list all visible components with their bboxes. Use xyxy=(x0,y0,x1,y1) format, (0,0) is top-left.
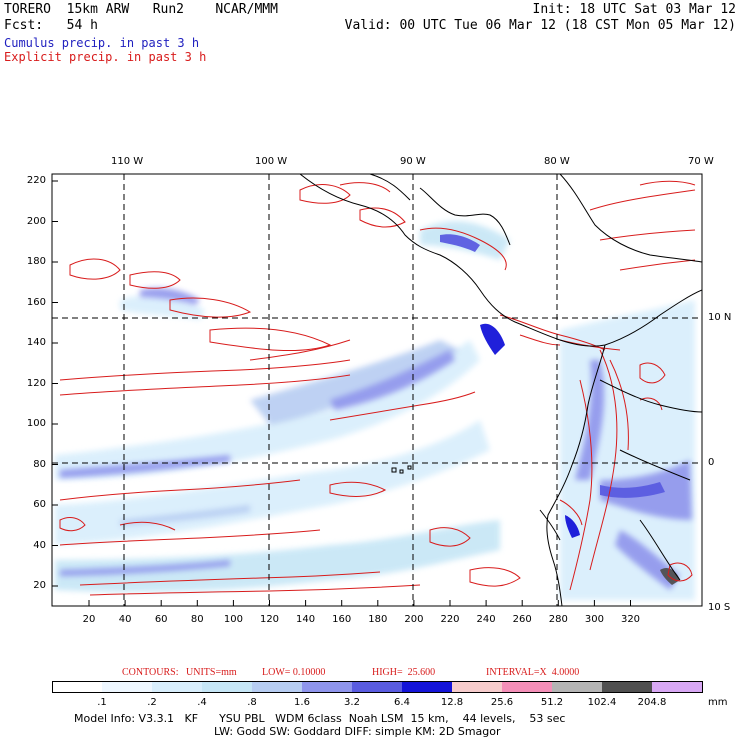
colorbar-label: 1.6 xyxy=(294,697,310,708)
cumulus-legend-label: Cumulus precip. in past 3 h xyxy=(4,36,200,50)
explicit-legend-label: Explicit precip. in past 3 h xyxy=(4,50,207,64)
left-y-label: 200 xyxy=(26,215,46,227)
left-y-label: 20 xyxy=(33,580,46,591)
colorbar-cell xyxy=(152,681,203,693)
colorbar-label: .2 xyxy=(147,697,157,708)
bottom-x-label: 320 xyxy=(620,614,641,625)
left-y-label: 80 xyxy=(33,458,46,470)
init-time: Init: 18 UTC Sat 03 Mar 12 xyxy=(532,2,737,17)
left-y-label: 40 xyxy=(33,539,46,551)
colorbar-label: 102.4 xyxy=(587,697,617,708)
precip-field xyxy=(55,174,702,606)
left-y-label: 160 xyxy=(26,296,46,308)
legend-unit: mm xyxy=(708,697,728,708)
colorbar-label: 3.2 xyxy=(344,697,360,708)
bottom-x-label: 20 xyxy=(82,614,96,625)
valid-time: Valid: 00 UTC Tue 06 Mar 12 (18 CST Mon … xyxy=(344,18,736,33)
bottom-x-label: 240 xyxy=(476,614,496,625)
bottom-x-label: 100 xyxy=(223,614,243,625)
contours-low: LOW= 0.10000 xyxy=(262,667,326,678)
model-info-line2: LW: Godd SW: Goddard DIFF: simple KM: 2D… xyxy=(214,725,501,738)
lat-lon-grid xyxy=(52,174,702,606)
colorbar-cell xyxy=(352,681,403,693)
bottom-x-label: 160 xyxy=(332,614,352,625)
bottom-x-label: 180 xyxy=(368,614,388,625)
colorbar-cell xyxy=(452,681,503,693)
bottom-x-label: 260 xyxy=(512,614,532,625)
bottom-x-label: 220 xyxy=(440,614,460,625)
right-lat-label-0: 0 xyxy=(708,457,715,468)
colorbar-cell xyxy=(202,681,253,693)
colorbar-cell xyxy=(402,681,453,693)
contours-title: CONTOURS: xyxy=(122,667,179,678)
colorbar-label: 204.8 xyxy=(637,697,667,708)
right-lat-label-10n: 10 N xyxy=(708,312,732,323)
contours-interval: INTERVAL=X 4.0000 xyxy=(486,667,580,678)
colorbar-cell xyxy=(652,681,703,693)
left-y-label: 140 xyxy=(26,337,46,348)
colorbar-label: 25.6 xyxy=(490,697,514,708)
top-lon-label-80w: 80 W xyxy=(544,156,570,167)
colorbar-cell xyxy=(502,681,553,693)
model-info-line1: Model Info: V3.3.1 KF YSU PBL WDM 6class… xyxy=(74,712,566,725)
colorbar-label: 12.8 xyxy=(440,697,464,708)
colorbar-label: 6.4 xyxy=(394,697,410,708)
left-y-label: 60 xyxy=(33,499,46,510)
contours-high: HIGH= 25.600 xyxy=(372,667,436,678)
bottom-x-label: 120 xyxy=(259,614,280,625)
top-lon-label-110w: 110 W xyxy=(111,156,144,167)
colorbar-cell xyxy=(302,681,353,693)
bottom-x-label: 140 xyxy=(296,614,316,625)
top-lon-label-90w: 90 W xyxy=(400,156,426,167)
left-y-label: 120 xyxy=(26,377,46,389)
left-y-label: 100 xyxy=(26,418,46,429)
forecast-hour: Fcst: 54 h xyxy=(4,18,98,33)
colorbar-label: 51.2 xyxy=(540,697,564,708)
bottom-x-label: 40 xyxy=(118,614,132,625)
right-lat-label-10s: 10 S xyxy=(708,602,731,613)
colorbar-cell xyxy=(52,681,103,693)
bottom-x-label: 280 xyxy=(548,614,568,625)
bottom-x-label: 80 xyxy=(190,614,204,625)
model-title: TORERO 15km ARW Run2 NCAR/MMM xyxy=(4,2,278,17)
top-lon-label-70w: 70 W xyxy=(688,156,714,167)
colorbar-cell xyxy=(602,681,653,693)
colorbar-label: .8 xyxy=(247,697,257,708)
colorbar-label: .4 xyxy=(197,697,207,708)
left-y-label: 180 xyxy=(26,256,46,267)
bottom-x-label: 60 xyxy=(154,614,168,625)
bottom-x-label: 200 xyxy=(404,614,424,625)
bottom-x-label: 300 xyxy=(584,614,604,625)
colorbar-cell xyxy=(552,681,603,693)
colorbar-cell xyxy=(252,681,303,693)
map-frame xyxy=(51,173,703,607)
colorbar-label: .1 xyxy=(97,697,107,708)
contours-units: UNITS=mm xyxy=(186,667,237,678)
left-y-label: 220 xyxy=(26,175,46,186)
top-lon-label-100w: 100 W xyxy=(255,156,288,167)
colorbar-cell xyxy=(102,681,153,693)
